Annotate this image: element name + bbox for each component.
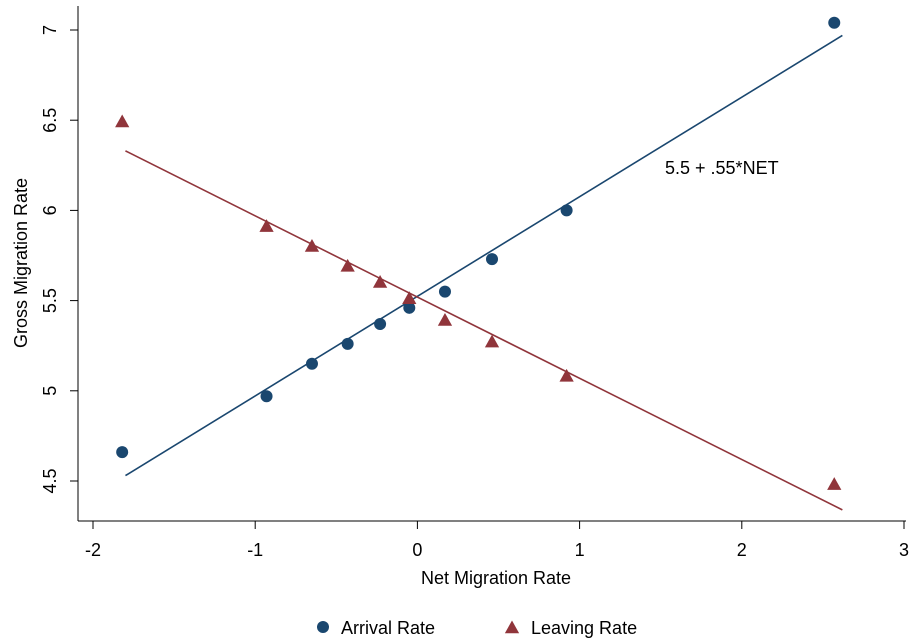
y-ticks: 4.5 5 5.5 6 6.5 7: [40, 25, 78, 494]
arrival-rate-point: [341, 337, 354, 350]
y-tick-label: 5: [40, 386, 60, 396]
x-axis-label: Net Migration Rate: [421, 568, 571, 588]
legend-label: Arrival Rate: [341, 618, 435, 638]
leaving-rate-point: [372, 275, 388, 288]
x-tick-label: 2: [737, 540, 747, 560]
arrival-rate-point: [260, 390, 273, 403]
fit-equation-annotation: 5.5 + .55*NET: [665, 158, 779, 178]
leaving-rate-point: [559, 368, 574, 382]
arrival-rate-point: [560, 204, 573, 217]
legend: Arrival Rate Leaving Rate: [317, 618, 637, 638]
x-tick-label: -1: [247, 540, 263, 560]
x-ticks: -2 -1 0 1 2 3: [85, 521, 909, 560]
axes: [77, 6, 906, 522]
y-tick-label: 4.5: [40, 468, 60, 493]
arrival-rate-point: [116, 446, 129, 459]
arrival-rate-point: [305, 357, 318, 370]
leaving-rate-point: [402, 291, 417, 305]
y-tick-label: 6: [40, 205, 60, 215]
fit-line: [125, 34, 843, 477]
leaving-rate-point: [827, 477, 842, 490]
arrival-rate-point: [486, 253, 499, 266]
legend-arrival-marker: [317, 621, 329, 633]
arrival-rate-point: [374, 318, 387, 331]
arrival-rate-point: [828, 16, 841, 29]
y-tick-label: 6.5: [40, 108, 60, 133]
arrival-rate-point: [438, 285, 451, 298]
y-tick-label: 5.5: [40, 288, 60, 313]
leaving-rate-point: [340, 258, 355, 272]
legend-label: Leaving Rate: [531, 618, 637, 638]
y-tick-label: 7: [40, 25, 60, 35]
leaving-rate-point: [115, 114, 130, 128]
fit-line: [125, 150, 843, 511]
fit-lines: [125, 34, 843, 511]
x-tick-label: 3: [899, 540, 909, 560]
leaving-rate-point: [304, 238, 320, 252]
legend-leaving-marker: [504, 620, 520, 634]
leaving-rate-point: [259, 219, 274, 232]
x-tick-label: 1: [575, 540, 585, 560]
leaving-rate-point: [437, 312, 453, 326]
y-axis-label: Gross Migration Rate: [11, 178, 31, 348]
data-markers: [115, 16, 842, 490]
arrival-rate-point: [403, 301, 416, 314]
leaving-rate-point: [484, 334, 500, 348]
x-tick-label: -2: [85, 540, 101, 560]
x-tick-label: 0: [412, 540, 422, 560]
